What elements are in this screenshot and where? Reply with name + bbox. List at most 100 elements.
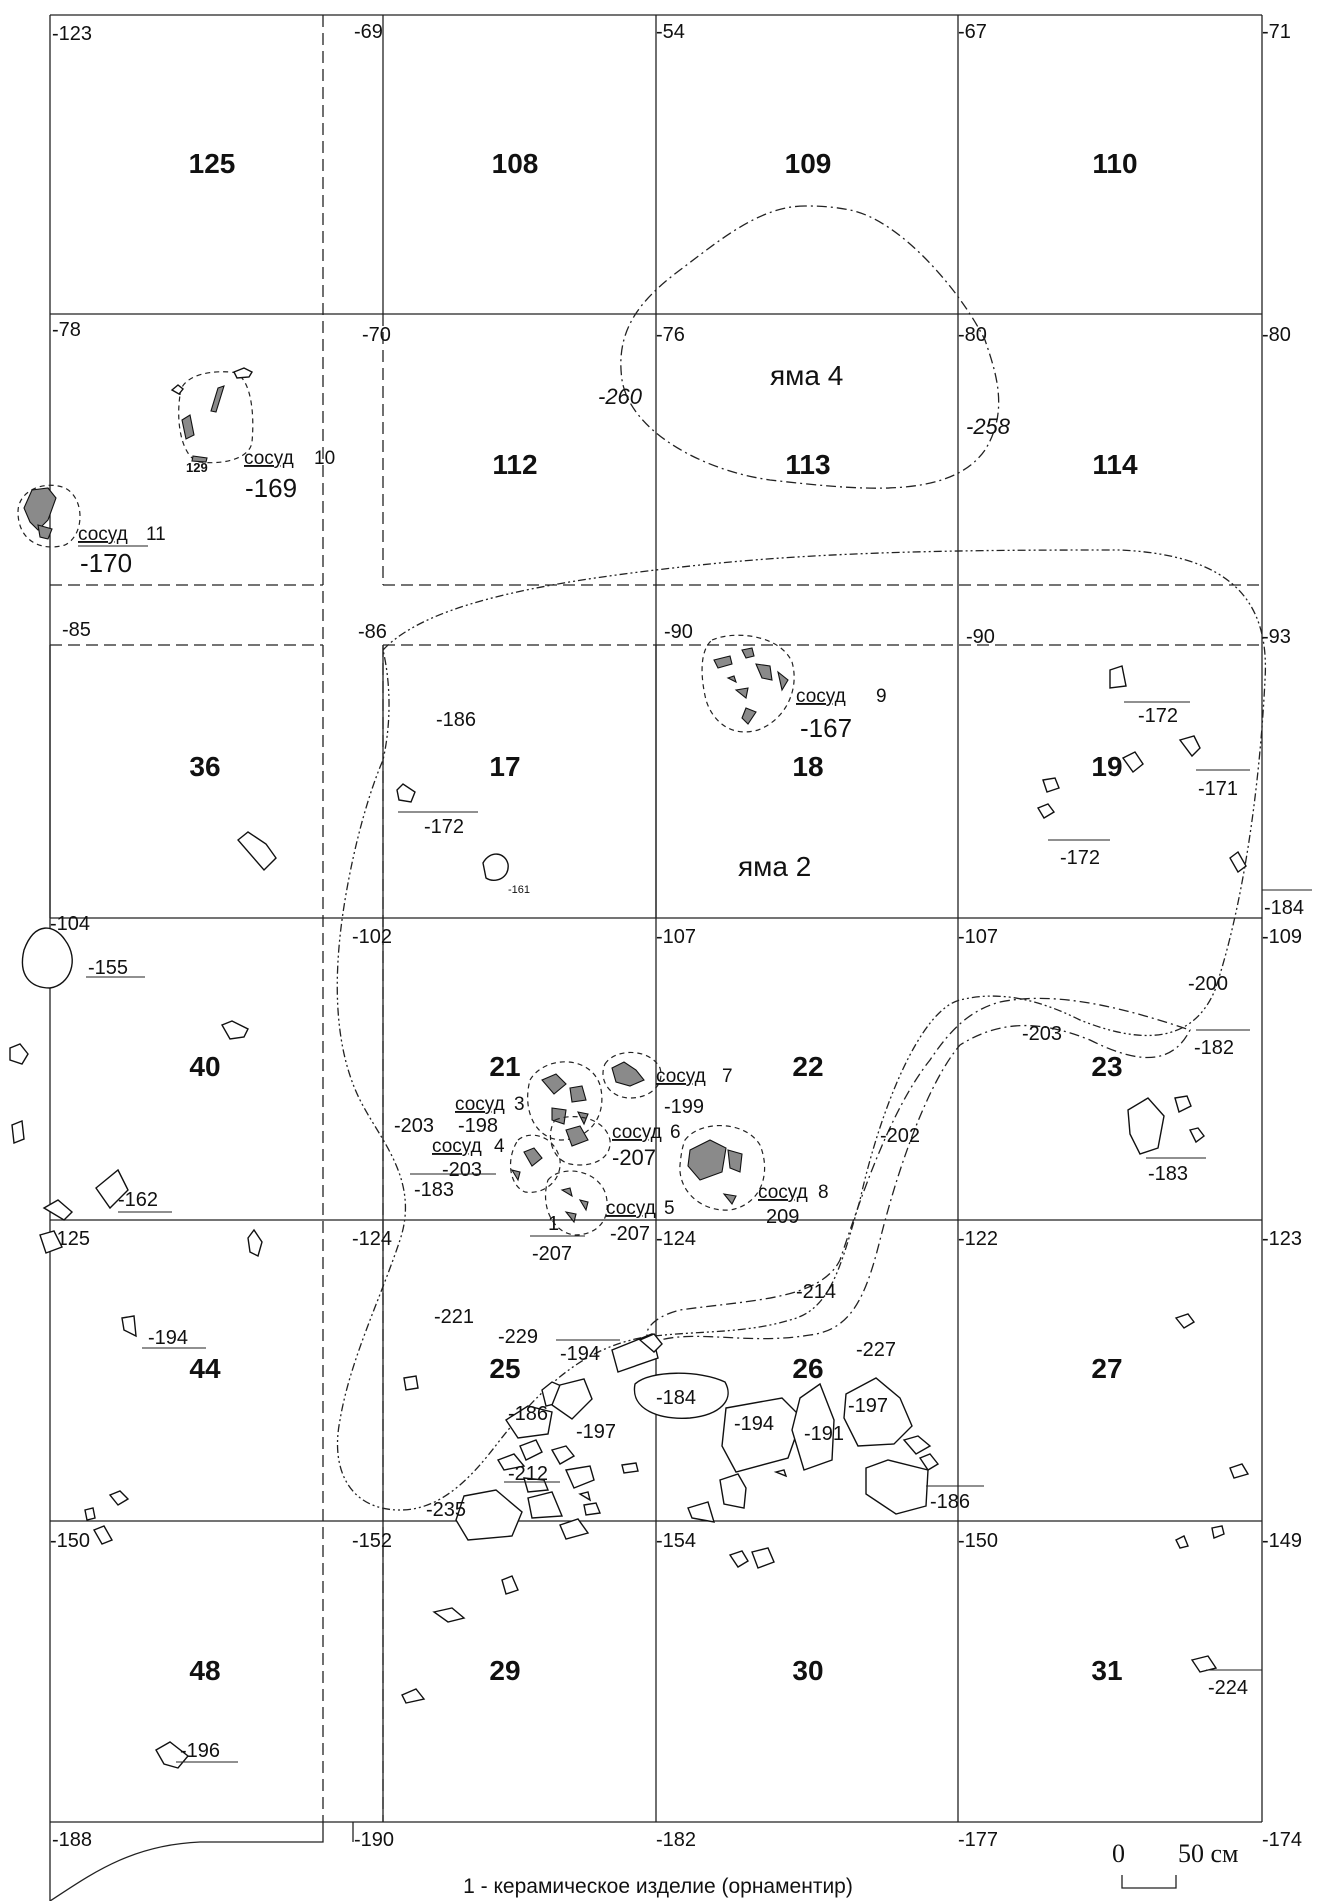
elev-r1-c2: -76 <box>656 324 685 346</box>
vessel-10: 129 сосуд 10 -169 <box>170 367 335 503</box>
elev-r4-c2: -124 <box>656 1228 696 1250</box>
depth-197-a: -197 <box>848 1395 888 1417</box>
elev-r0-c4: -71 <box>1262 21 1291 43</box>
vessel-6-depth: -207 <box>612 1145 656 1170</box>
vessel-8-depth: 209 <box>766 1206 799 1228</box>
elev-r2-c3: -90 <box>966 626 995 648</box>
depth-207: -207 <box>532 1243 572 1265</box>
depth-155: -155 <box>88 957 128 979</box>
square-23: 23 <box>1091 1051 1122 1082</box>
vessel-3-num: 3 <box>514 1094 525 1115</box>
elev-r2-c4: -93 <box>1262 626 1291 648</box>
vessel-5-depth: -207 <box>610 1223 650 1245</box>
depth-194-b: -194 <box>560 1343 600 1365</box>
depth-221: -221 <box>434 1306 474 1328</box>
elev-r3-c0: -104 <box>50 913 90 935</box>
depth-227: -227 <box>856 1339 896 1361</box>
elev-r0-c0: -123 <box>52 23 92 45</box>
square-40: 40 <box>189 1051 220 1082</box>
elev-r1-c4: -80 <box>1262 324 1291 346</box>
square-25: 25 <box>489 1353 520 1384</box>
elev-r3-c2: -107 <box>656 926 696 948</box>
elev-r5-c4: -149 <box>1262 1530 1302 1552</box>
square-113: 113 <box>785 449 830 480</box>
vessel-11: сосуд 11 -170 <box>17 484 166 578</box>
corner-elevations: -123 -69 -54 -67 -71 -78 -70 -76 -80 -80… <box>50 21 1302 1851</box>
vessel-3-depth: -198 <box>458 1115 498 1137</box>
square-21: 21 <box>489 1051 520 1082</box>
vessel-10-depth: -169 <box>245 473 297 503</box>
depth-162: -162 <box>118 1189 158 1211</box>
elev-r3-c1: -102 <box>352 926 392 948</box>
vessel-9-label: сосуд <box>796 686 846 707</box>
elev-r0-c3: -67 <box>958 21 987 43</box>
vessel-4: сосуд 4 -203 <box>432 1134 561 1193</box>
depth-172-b: -172 <box>1138 705 1178 727</box>
square-112: 112 <box>492 449 537 480</box>
vessel-3: сосуд 3 -198 <box>455 1061 603 1141</box>
square-17: 17 <box>489 751 520 782</box>
depth-183-b: -183 <box>414 1179 454 1201</box>
depth-172-c: -172 <box>1060 847 1100 869</box>
depth-203-b: -203 <box>394 1115 434 1137</box>
elev-r6-c4: -174 <box>1262 1829 1302 1851</box>
square-numbers: 125 108 109 110 112 113 114 36 17 18 19 … <box>189 148 1138 1686</box>
depth-186: -186 <box>436 709 476 731</box>
grid-lines <box>49 14 1263 1901</box>
vessel-9-depth: -167 <box>800 713 852 743</box>
vessel-7: сосуд 7 -199 <box>602 1051 733 1118</box>
vessel-8-label: сосуд <box>758 1182 808 1203</box>
scale-zero: 0 <box>1112 1839 1125 1868</box>
square-26: 26 <box>792 1353 823 1384</box>
vessel-3-label: сосуд <box>455 1094 505 1115</box>
pit-2-inner-outline <box>646 997 1191 1342</box>
elev-r6-c0: -188 <box>52 1829 92 1851</box>
vessel-7-num: 7 <box>722 1066 733 1087</box>
square-19: 19 <box>1091 751 1122 782</box>
vessel-5-label: сосуд <box>606 1198 656 1219</box>
depth-184: -184 <box>1264 897 1304 919</box>
square-44: 44 <box>189 1353 221 1384</box>
elev-r0-c1: -69 <box>354 21 383 43</box>
depth-172-a: -172 <box>424 816 464 838</box>
depth-202: -202 <box>880 1125 920 1147</box>
vessel-4-num: 4 <box>494 1136 505 1157</box>
depth-235: -235 <box>426 1499 466 1521</box>
elev-r5-c1: -152 <box>352 1530 392 1552</box>
vessel-7-label: сосуд <box>656 1066 706 1087</box>
square-114: 114 <box>1092 449 1138 480</box>
vessel-4-label: сосуд <box>432 1136 482 1157</box>
pit-4-label: яма 4 <box>770 360 843 391</box>
vessel-9-num: 9 <box>876 686 887 707</box>
square-36: 36 <box>189 751 220 782</box>
square-108: 108 <box>492 148 539 179</box>
depth-197-b: -197 <box>576 1421 616 1443</box>
depth-229: -229 <box>498 1326 538 1348</box>
vessel-5: сосуд 5 -207 <box>544 1170 675 1245</box>
square-18: 18 <box>792 751 823 782</box>
depth-182: -182 <box>1194 1037 1234 1059</box>
vessel-6-num: 6 <box>670 1122 681 1143</box>
depth-194-a: -194 <box>148 1327 188 1349</box>
elev-r6-c2: -182 <box>656 1829 696 1851</box>
depth-1: 1 <box>548 1213 559 1235</box>
scale-bar: 0 50 см <box>1112 1839 1239 1889</box>
legend-item-1: 1 - керамическое изделие (орнаментир) <box>463 1875 853 1898</box>
pit-2-label: яма 2 <box>738 851 811 882</box>
square-125: 125 <box>189 148 236 179</box>
vessel-6-label: сосуд <box>612 1122 662 1143</box>
elev-r1-c0: -78 <box>52 319 81 341</box>
depth-200: -200 <box>1188 973 1228 995</box>
vessel-5-num: 5 <box>664 1198 675 1219</box>
vessel-8: сосуд 8 209 <box>679 1125 829 1228</box>
depth-171: -171 <box>1198 778 1238 800</box>
vessel-9: сосуд 9 -167 <box>701 634 887 743</box>
elev-r2-c2: -90 <box>664 621 693 643</box>
vessel-11-label: сосуд <box>78 524 128 545</box>
elev-r3-c3: -107 <box>958 926 998 948</box>
depth-186-c: -186 <box>930 1491 970 1513</box>
vessel-11-depth: -170 <box>80 548 132 578</box>
depth-183-a: -183 <box>1148 1163 1188 1185</box>
elev-r6-c3: -177 <box>958 1829 998 1851</box>
